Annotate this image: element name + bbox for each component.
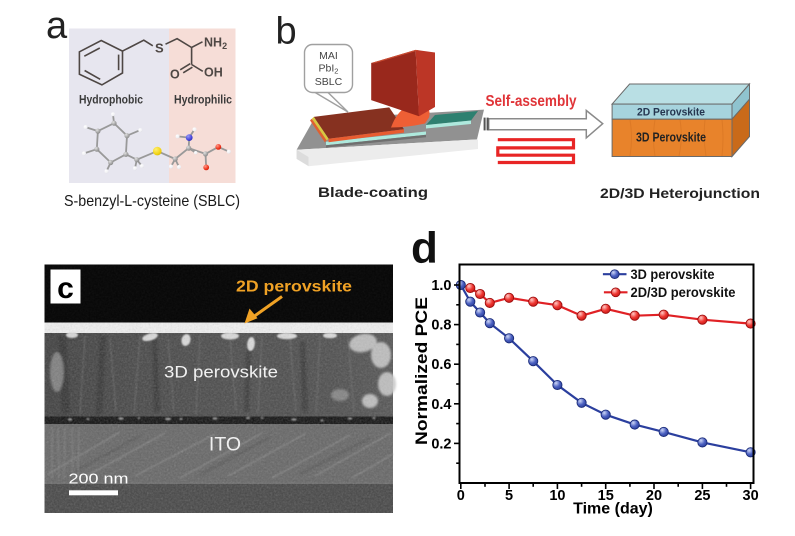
svg-text:a: a [46, 5, 68, 47]
svg-text:3D Perovskite: 3D Perovskite [636, 131, 706, 145]
svg-text:2D perovskite: 2D perovskite [236, 279, 352, 296]
svg-text:0.2: 0.2 [431, 436, 451, 452]
svg-text:ITO: ITO [209, 434, 241, 456]
svg-text:O: O [170, 68, 180, 82]
svg-text:10: 10 [549, 488, 565, 504]
svg-text:OH: OH [204, 66, 223, 80]
svg-text:Self-assembly: Self-assembly [486, 93, 577, 110]
svg-text:MAI: MAI [319, 50, 338, 62]
svg-text:Time (day): Time (day) [573, 501, 653, 518]
svg-text:b: b [276, 11, 297, 53]
svg-text:PbI2: PbI2 [319, 63, 339, 76]
svg-text:2D/3D perovskite: 2D/3D perovskite [631, 285, 736, 300]
svg-text:Hydrophilic: Hydrophilic [174, 93, 232, 107]
svg-text:S: S [155, 40, 164, 55]
svg-text:S-benzyl-L-cysteine (SBLC): S-benzyl-L-cysteine (SBLC) [64, 193, 240, 210]
svg-text:2D/3D Heterojunction: 2D/3D Heterojunction [600, 186, 760, 201]
svg-text:0.4: 0.4 [431, 397, 451, 413]
svg-text:200 nm: 200 nm [69, 471, 129, 488]
svg-text:Hydrophobic: Hydrophobic [79, 93, 143, 107]
svg-text:3D perovskite: 3D perovskite [164, 363, 278, 382]
svg-text:SBLC: SBLC [315, 76, 343, 88]
svg-text:3D perovskite: 3D perovskite [631, 267, 715, 282]
svg-text:0.6: 0.6 [431, 357, 451, 373]
svg-text:NH2: NH2 [204, 36, 227, 52]
svg-text:15: 15 [598, 488, 614, 504]
svg-text:2D Perovskite: 2D Perovskite [637, 106, 705, 118]
svg-text:Blade-coating: Blade-coating [318, 185, 428, 200]
svg-text:5: 5 [505, 488, 513, 504]
svg-text:d: d [411, 224, 438, 273]
svg-text:30: 30 [743, 488, 759, 504]
svg-text:20: 20 [646, 488, 662, 504]
svg-text:Normalized PCE: Normalized PCE [412, 297, 431, 445]
svg-text:0: 0 [457, 488, 465, 504]
svg-text:c: c [57, 272, 74, 305]
svg-text:1.0: 1.0 [431, 278, 451, 294]
svg-text:25: 25 [694, 488, 710, 504]
svg-text:0.8: 0.8 [431, 318, 451, 334]
